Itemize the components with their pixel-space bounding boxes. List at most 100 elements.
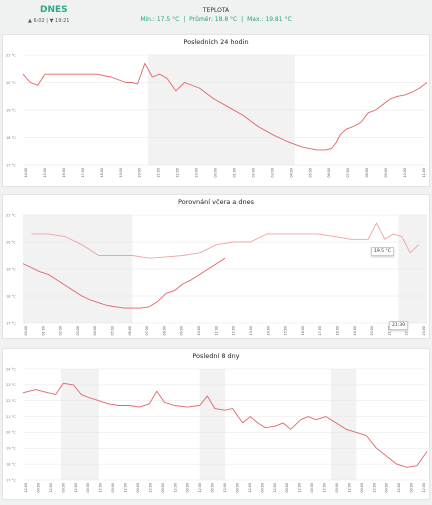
x-tick-label: 12:00 xyxy=(248,483,252,493)
stats-separator: | xyxy=(183,16,186,23)
tooltip-time: 21:39 xyxy=(389,321,408,330)
x-tick-label: 00:00 xyxy=(24,326,28,336)
x-tick-label: 12:00 xyxy=(397,483,401,493)
x-tick-label: 00:00 xyxy=(214,168,218,178)
x-tick-label: 05:00 xyxy=(308,168,312,178)
x-tick-label: 16:00 xyxy=(301,326,305,336)
y-tick-label: 19 °C xyxy=(6,267,16,271)
tooltip-value: 19.5 °C xyxy=(371,247,394,256)
x-tick-label: 12:00 xyxy=(173,483,177,493)
x-tick-label: 00:00 xyxy=(410,483,414,493)
x-tick-label: 22:00 xyxy=(176,168,180,178)
y-tick-label: 23 °C xyxy=(6,383,16,387)
y-tick-label: 17 °C xyxy=(6,163,16,167)
x-tick-label: 12:00 xyxy=(74,483,78,493)
series-line xyxy=(22,62,428,151)
avg-label: Průměr: xyxy=(189,16,213,23)
x-tick-label: 02:00 xyxy=(251,168,255,178)
x-tick-label: 00:00 xyxy=(111,483,115,493)
x-tick-label: 05:00 xyxy=(111,326,115,336)
x-tick-label: 06:00 xyxy=(327,168,331,178)
temperature-stats: Min.: 17.5 °C | Průměr: 18.8 °C | Max.: … xyxy=(0,16,432,23)
y-tick-label: 20 °C xyxy=(6,81,16,85)
series-line xyxy=(31,222,419,259)
avg-value: 18.8 °C xyxy=(214,16,238,23)
y-tick-label: 19 °C xyxy=(6,108,16,112)
header: DNES ▲ 6:02 | ▼ 19:21 TEPLOTA Min.: 17.5… xyxy=(0,0,432,30)
x-tick-label: 06:00 xyxy=(128,326,132,336)
x-tick-label: 14:00 xyxy=(266,326,270,336)
y-tick-label: 21 °C xyxy=(6,415,16,419)
x-tick-label: 00:00 xyxy=(385,483,389,493)
x-tick-label: 10:00 xyxy=(403,168,407,178)
x-tick-label: 00:00 xyxy=(136,483,140,493)
time-separator: | xyxy=(46,18,48,24)
chart-24h[interactable]: 21 °C 20 °C 19 °C 18 °C 17 °C 14:00 15:00 16:00… xyxy=(3,35,429,186)
chart-panel-compare: Porovnání včera a dnes 21 °C 20 °C 19 °C 18… xyxy=(2,194,430,339)
series-line xyxy=(22,382,428,468)
x-tick-label: 13:00 xyxy=(249,326,253,336)
sunset-icon: ▼ xyxy=(49,18,54,24)
x-tick-label: 12:00 xyxy=(323,483,327,493)
x-tick-label: 14:00 xyxy=(24,168,28,178)
x-tick-label: 22:00 xyxy=(405,326,409,336)
night-band xyxy=(331,369,357,480)
x-tick-label: 02:00 xyxy=(59,326,63,336)
x-tick-label: 00:00 xyxy=(36,483,40,493)
chart-title: Porovnání včera a dnes xyxy=(178,198,254,206)
x-tick-label: 00:00 xyxy=(161,483,165,493)
x-tick-label: 12:00 xyxy=(372,483,376,493)
x-tick-label: 23:00 xyxy=(422,326,426,336)
x-tick-label: 12:00 xyxy=(99,483,103,493)
chart-compare[interactable]: 21 °C 20 °C 19 °C 18 °C 17 °C 00:00 01:00 02:00… xyxy=(3,195,429,338)
y-tick-label: 21 °C xyxy=(6,53,16,57)
x-tick-label: 01:00 xyxy=(232,168,236,178)
max-value: 19.81 °C xyxy=(265,16,292,23)
x-tick-label: 21:00 xyxy=(157,168,161,178)
min-label: Min.: xyxy=(140,16,155,23)
x-tick-label: 12:00 xyxy=(347,483,351,493)
chart-panel-8days: Poslední 8 dny 24 °C 23 °C 22 °C 21 °C 20 °C… xyxy=(2,348,430,500)
y-tick-label: 19 °C xyxy=(6,447,16,451)
x-tick-label: 20:00 xyxy=(138,168,142,178)
x-tick-label: 07:00 xyxy=(346,168,350,178)
x-tick-label: 12:00 xyxy=(298,483,302,493)
x-tick-label: 12:00 xyxy=(49,483,53,493)
night-band xyxy=(60,369,99,480)
chart-panel-24h: Posledních 24 hodin 21 °C 20 °C 19 °C 18 °C… xyxy=(2,34,430,187)
y-tick-label: 17 °C xyxy=(6,321,16,325)
x-tick-label: 17:00 xyxy=(318,326,322,336)
y-tick-label: 18 °C xyxy=(6,294,16,298)
series-line xyxy=(22,257,226,309)
y-tick-label: 24 °C xyxy=(6,367,16,371)
day-label: DNES xyxy=(40,5,68,15)
x-tick-label: 18:00 xyxy=(335,326,339,336)
x-tick-label: 00:00 xyxy=(86,483,90,493)
x-tick-label: 00:00 xyxy=(61,483,65,493)
x-tick-label: 08:00 xyxy=(365,168,369,178)
chart-8days[interactable]: 24 °C 23 °C 22 °C 21 °C 20 °C 19 °C 18 °C 17 °C… xyxy=(3,349,429,499)
y-tick-label: 18 °C xyxy=(6,462,16,466)
x-tick-label: 11:00 xyxy=(214,326,218,336)
x-tick-label: 23:00 xyxy=(195,168,199,178)
max-label: Max.: xyxy=(247,16,264,23)
x-tick-label: 04:00 xyxy=(289,168,293,178)
x-tick-label: 08:00 xyxy=(162,326,166,336)
y-tick-label: 18 °C xyxy=(6,136,16,140)
x-tick-label: 00:00 xyxy=(335,483,339,493)
x-tick-label: 00:00 xyxy=(310,483,314,493)
x-tick-label: 12:00 xyxy=(273,483,277,493)
x-tick-label: 19:00 xyxy=(353,326,357,336)
x-tick-label: 12:00 xyxy=(148,483,152,493)
chart-title: Posledních 24 hodin xyxy=(183,38,249,46)
section-title: TEPLOTA xyxy=(202,7,230,14)
x-tick-label: 15:00 xyxy=(284,326,288,336)
x-tick-label: 00:00 xyxy=(186,483,190,493)
sunrise-icon: ▲ xyxy=(28,18,32,24)
y-tick-label: 21 °C xyxy=(6,213,16,217)
x-tick-label: 03:00 xyxy=(270,168,274,178)
x-tick-label: 03:00 xyxy=(76,326,80,336)
min-value: 17.5 °C xyxy=(156,16,180,23)
x-tick-label: 04:00 xyxy=(93,326,97,336)
x-tick-label: 00:00 xyxy=(285,483,289,493)
